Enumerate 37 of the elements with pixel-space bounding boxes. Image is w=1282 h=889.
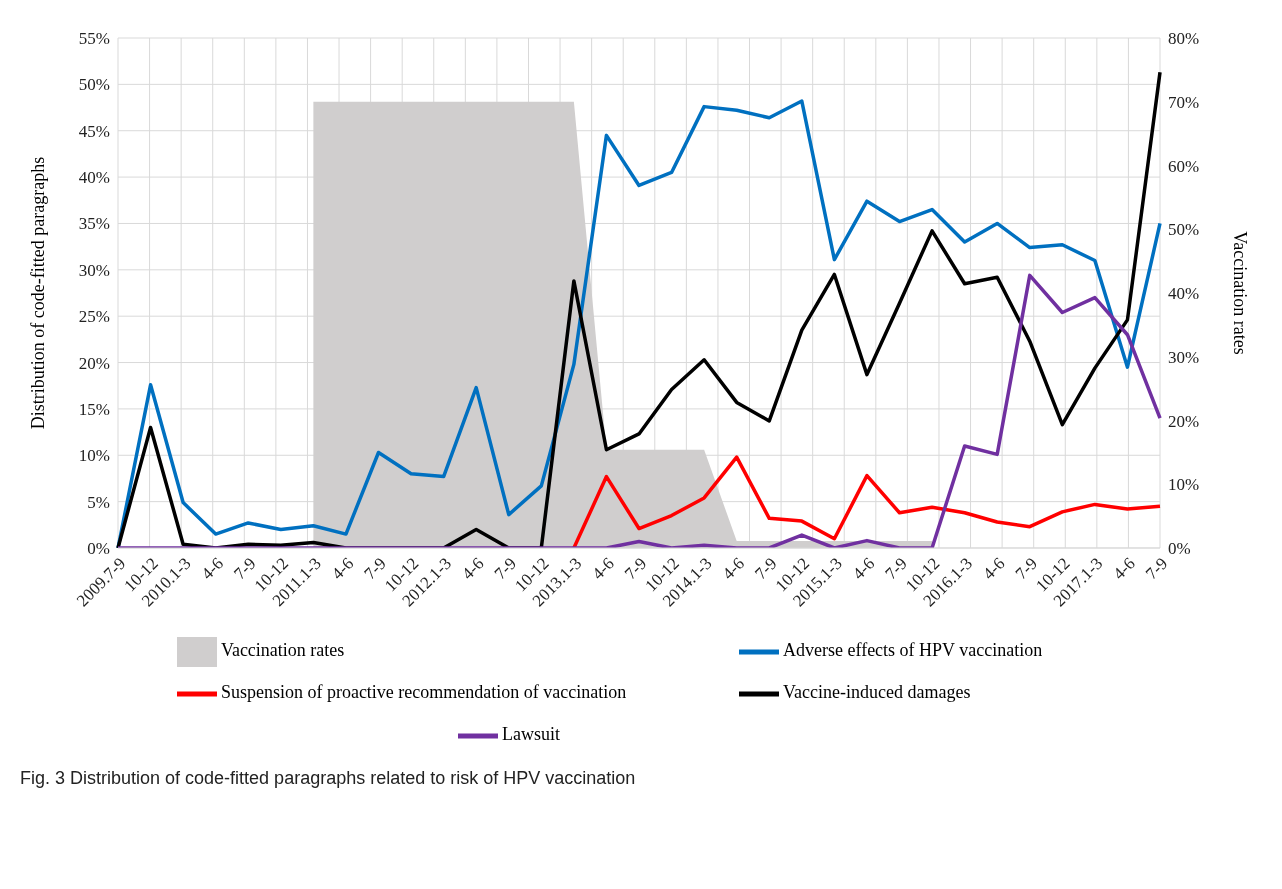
legend-label: Adverse effects of HPV vaccination xyxy=(783,639,1043,660)
x-tick-label: 4-6 xyxy=(1109,553,1139,584)
y-tick-label: 45% xyxy=(78,121,110,141)
y-tick-label: 50% xyxy=(78,75,110,95)
x-tick-label: 4-6 xyxy=(327,553,358,584)
y-tick-label: 10% xyxy=(78,446,110,466)
y-tick-label: 40% xyxy=(78,168,110,188)
x-tick-label: 4-6 xyxy=(588,553,618,584)
y-tick-label: 55% xyxy=(78,29,110,49)
y2-axis-title: Vaccination rates xyxy=(1229,231,1250,355)
y2-tick-label: 70% xyxy=(1168,92,1200,112)
legend-label: Suspension of proactive recommendation of vaccination xyxy=(220,681,627,702)
y-axis-title: Distribution of code-fitted paragraphs xyxy=(28,156,49,430)
legend-label: Vaccination rates xyxy=(220,639,345,660)
y-tick-label: 20% xyxy=(78,353,110,373)
x-tick-label: 4-6 xyxy=(979,553,1009,584)
legend-label: Lawsuit xyxy=(501,723,560,744)
y2-tick-label: 20% xyxy=(1168,411,1200,431)
y2-tick-label: 80% xyxy=(1168,29,1200,49)
y2-tick-label: 10% xyxy=(1168,475,1200,495)
y2-tick-label: 30% xyxy=(1168,347,1200,367)
x-tick-label: 4-6 xyxy=(718,553,749,584)
y-tick-label: 30% xyxy=(78,260,110,280)
x-tick-label: 4-6 xyxy=(848,553,879,584)
y-tick-label: 25% xyxy=(78,307,110,327)
y-tick-label: 35% xyxy=(78,214,110,234)
x-tick-label: 4-6 xyxy=(458,553,488,584)
y2-tick-label: 40% xyxy=(1168,284,1200,304)
y2-tick-label: 50% xyxy=(1168,220,1200,240)
y-tick-label: 0% xyxy=(87,539,110,559)
y2-tick-label: 60% xyxy=(1168,156,1200,176)
legend-label: Vaccine-induced damages xyxy=(783,681,971,702)
y-tick-label: 15% xyxy=(78,399,110,419)
caption: Fig. 3 Distribution of code-fitted paragraphs related to risk of HPV vaccination xyxy=(19,768,637,789)
line-series xyxy=(572,455,1162,548)
y-tick-label: 5% xyxy=(87,492,110,512)
x-tick-label: 4-6 xyxy=(197,553,228,584)
